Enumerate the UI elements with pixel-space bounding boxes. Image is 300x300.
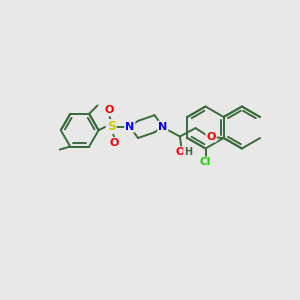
Text: N: N [158,122,167,132]
Text: Cl: Cl [200,157,211,167]
Text: O: O [110,138,119,148]
Text: O: O [175,147,184,157]
Text: H: H [184,147,192,157]
Text: N: N [125,122,134,132]
Text: O: O [105,105,114,116]
Text: S: S [107,120,116,133]
Text: O: O [206,131,216,142]
